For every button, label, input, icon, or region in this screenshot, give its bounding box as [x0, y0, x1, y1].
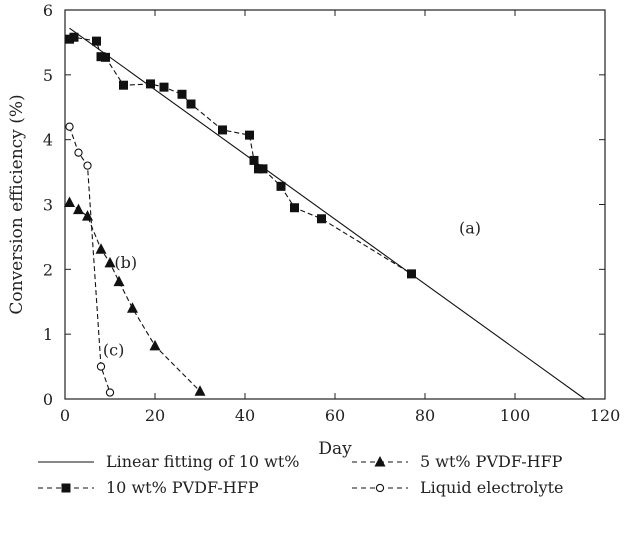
x-tick-label: 80 [415, 406, 435, 425]
series-2 [64, 196, 206, 396]
data-point [92, 36, 101, 46]
x-axis-title: Day [318, 439, 352, 459]
x-tick-label: 120 [590, 406, 621, 425]
y-tick-label: 5 [43, 66, 53, 85]
legend-swatch-marker [61, 483, 71, 493]
y-tick-label: 1 [43, 325, 53, 344]
data-point [194, 385, 206, 396]
x-tick-label: 20 [145, 406, 165, 425]
legend-entry: Linear fitting of 10 wt% [38, 452, 299, 471]
legend: Linear fitting of 10 wt% 10 wt% PVDF-HFP 5… [38, 452, 564, 497]
data-point [101, 52, 110, 62]
series-1 [65, 32, 416, 279]
x-axis-ticks: 0 20 40 60 80 100 120 [60, 10, 620, 425]
data-point [64, 196, 75, 208]
data-point [218, 125, 227, 135]
data-point [159, 82, 169, 92]
data-point [317, 214, 326, 224]
data-point [290, 203, 299, 213]
data-point [105, 388, 115, 397]
legend-label: 5 wt% PVDF-HFP [420, 452, 563, 471]
data-point [249, 155, 259, 165]
y-tick-label: 6 [43, 1, 53, 20]
y-axis-title: Conversion efficiency (%) [7, 94, 27, 314]
data-point [104, 256, 116, 268]
x-tick-label: 100 [500, 406, 531, 425]
data-point [177, 89, 187, 99]
data-point [96, 362, 106, 371]
plot-area: 0 20 40 60 80 100 120 0 1 2 3 4 5 6 (a) (b) (c) [43, 1, 620, 425]
x-tick-label: 60 [325, 406, 345, 425]
data-point [74, 148, 83, 157]
series-0 [69, 27, 586, 400]
y-tick-label: 0 [43, 390, 53, 409]
data-point [127, 302, 138, 313]
data-point [83, 161, 92, 170]
data-point [73, 203, 84, 215]
data-point [276, 181, 286, 191]
data-point [113, 275, 125, 287]
legend-label: 10 wt% PVDF-HFP [106, 478, 259, 497]
x-tick-label: 0 [60, 406, 70, 425]
data-point [146, 79, 155, 89]
y-tick-label: 4 [43, 131, 53, 150]
legend-entry: 10 wt% PVDF-HFP [38, 478, 259, 497]
curve-label: (a) [459, 219, 481, 238]
data-point [119, 80, 128, 90]
data-point [258, 164, 268, 174]
data-point [186, 99, 196, 109]
curve-label: (b) [114, 253, 137, 272]
series-layer [64, 27, 586, 400]
data-point [82, 210, 93, 221]
legend-label: Linear fitting of 10 wt% [106, 452, 299, 471]
data-point [69, 32, 79, 42]
y-axis-ticks: 0 1 2 3 4 5 6 [43, 1, 605, 409]
x-tick-label: 40 [235, 406, 255, 425]
data-point [245, 130, 254, 140]
series-line [69, 27, 586, 400]
legend-label: Liquid electrolyte [420, 478, 564, 497]
annotation-layer: (a) (b) (c) [103, 219, 481, 360]
series-3 [65, 122, 115, 397]
data-point [65, 122, 74, 131]
legend-swatch-marker [375, 483, 385, 493]
legend-entry: 5 wt% PVDF-HFP [352, 452, 563, 471]
data-point [149, 339, 161, 351]
legend-entry: Liquid electrolyte [352, 478, 564, 497]
legend-swatch-marker [374, 456, 386, 467]
data-point [95, 243, 107, 254]
curve-label: (c) [103, 341, 124, 360]
y-tick-label: 2 [43, 260, 53, 279]
data-point [407, 269, 416, 279]
y-tick-label: 3 [43, 196, 53, 215]
